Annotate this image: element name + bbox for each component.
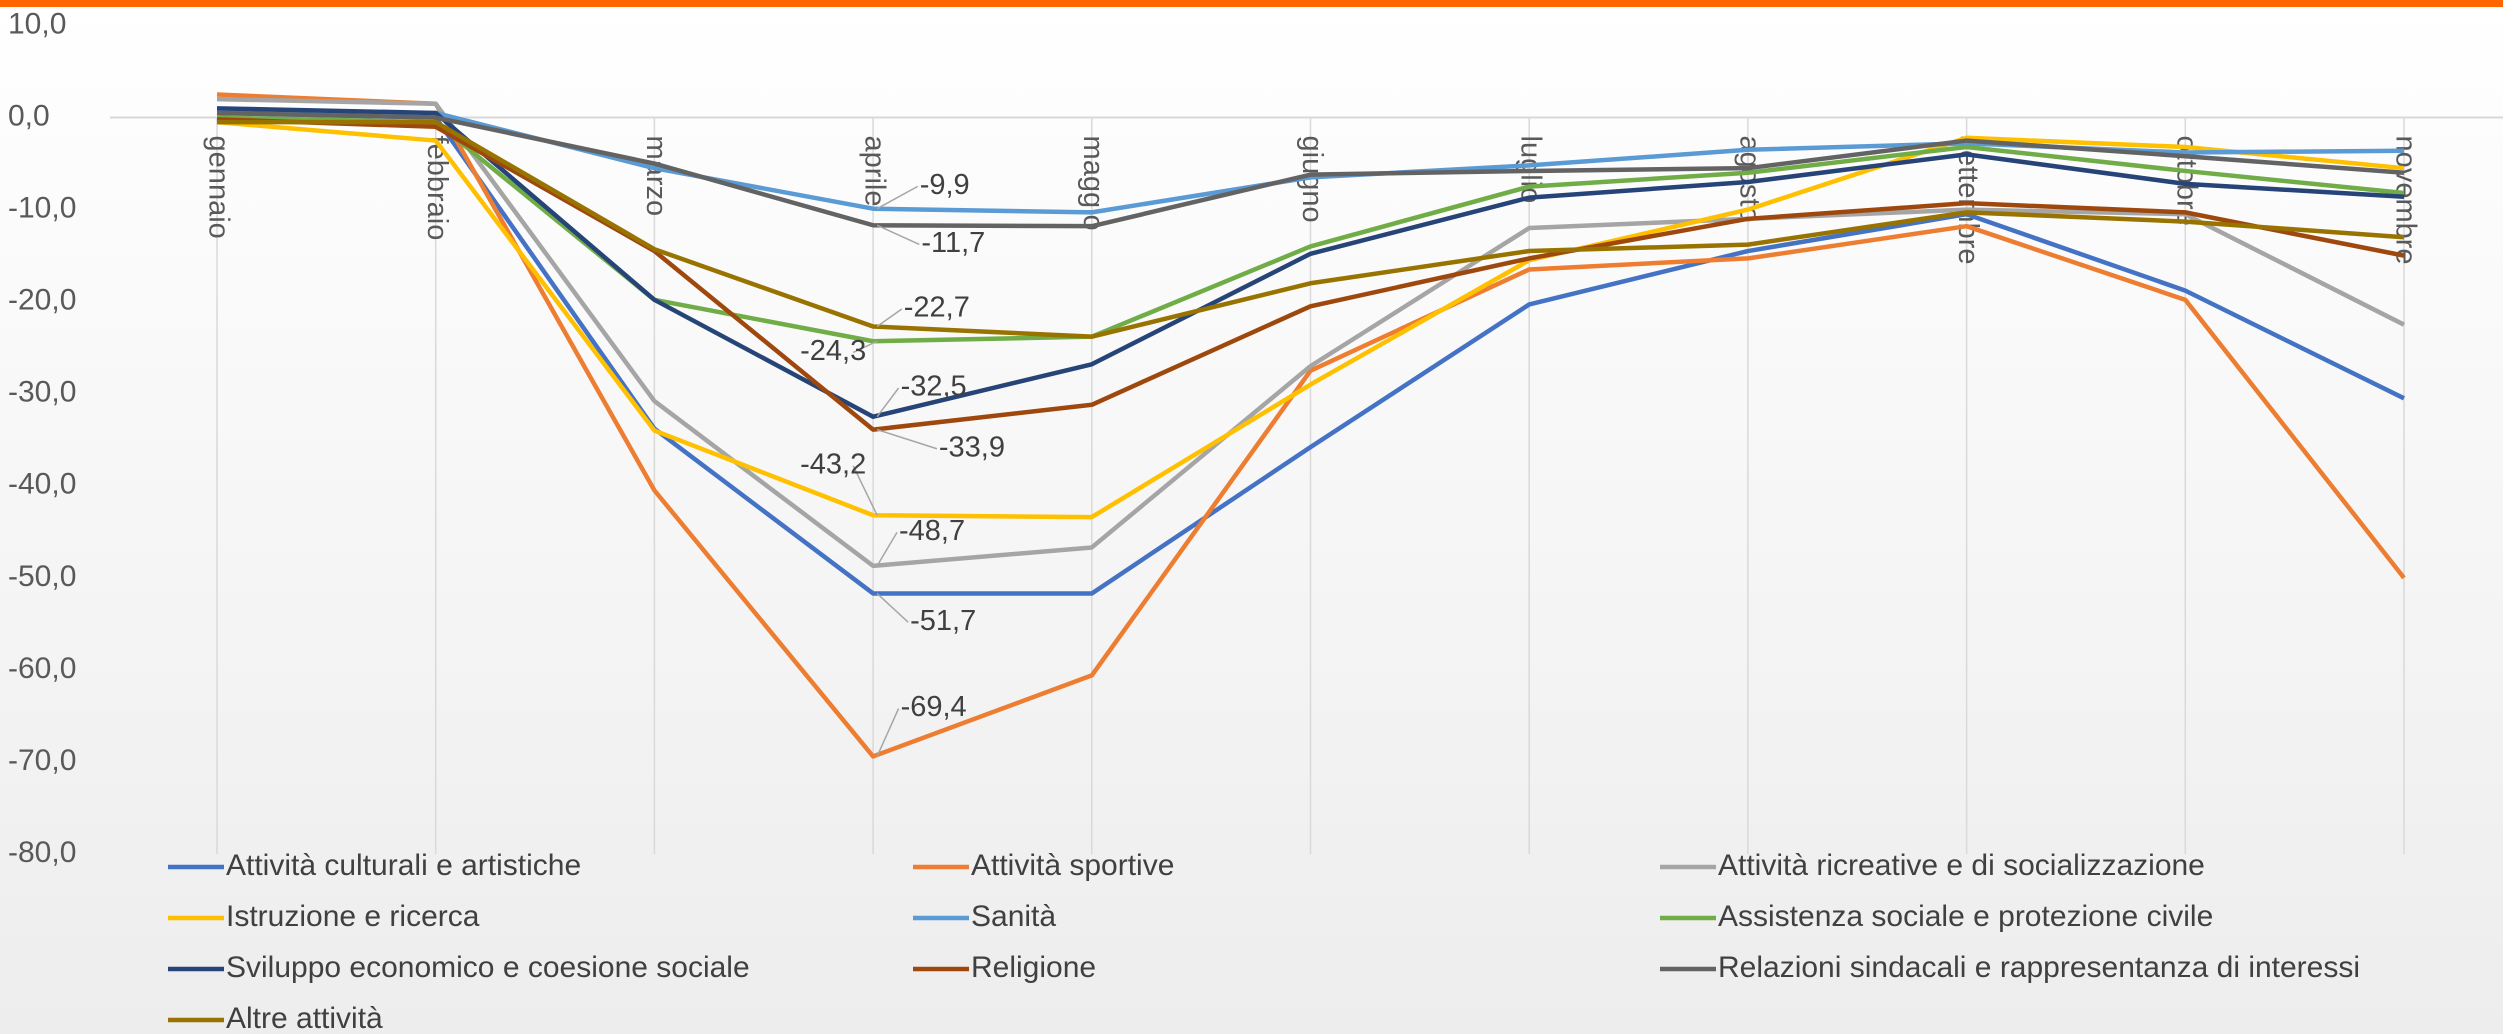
data-label: -22,7: [904, 292, 970, 324]
series-line: [216, 110, 2405, 596]
leader-line: [852, 465, 878, 516]
y-tick-label: -40,0: [8, 468, 76, 501]
data-label: -51,7: [910, 605, 976, 637]
leader-line: [876, 185, 919, 210]
grid: 10,0 0,0 -10,0 -20,0 -30,0 -40,0 -50,0 -60,0 -70…: [8, 7, 2503, 869]
legend-label: Attività ricreative e di socializzazione: [1718, 849, 2205, 882]
leader-line: [876, 308, 903, 328]
leader-line: [876, 428, 938, 450]
legend-label: Attività culturali e artistiche: [226, 849, 581, 882]
x-tick-label: febbraio: [421, 136, 453, 241]
legend-label: Sviluppo economico e coesione sociale: [226, 951, 750, 984]
series-line: [216, 106, 2405, 419]
series-line: [216, 110, 2405, 229]
data-label: -69,4: [901, 691, 967, 723]
x-tick-label: novembre: [2389, 136, 2421, 265]
series-line: [216, 115, 2405, 344]
leader-line: [852, 340, 878, 354]
data-label: -43,2: [800, 448, 866, 480]
y-tick-label: 0,0: [8, 99, 50, 132]
series-line: [216, 92, 2406, 759]
legend-label: Assistenza sociale e protezione civile: [1718, 900, 2213, 933]
top-bar: [0, 0, 2503, 7]
plot: [216, 92, 2406, 759]
legend-label: Sanità: [971, 900, 1056, 933]
series-line: [216, 119, 2405, 520]
legend-label: Istruzione e ricerca: [226, 900, 480, 933]
y-tick-label: -10,0: [8, 192, 76, 225]
y-tick-label: -30,0: [8, 376, 76, 409]
series-line: [216, 96, 2406, 569]
leader-line: [876, 531, 898, 567]
leader-line: [876, 592, 909, 623]
x-tick-label: gennaio: [202, 136, 234, 239]
leader-line: [876, 387, 900, 418]
y-tick-label: 10,0: [8, 7, 66, 40]
y-tick-label: -70,0: [8, 744, 76, 777]
data-label: -48,7: [899, 515, 965, 547]
y-tick-label: -20,0: [8, 284, 76, 317]
leader-line: [876, 708, 900, 757]
legend-label: Altre attività: [226, 1002, 383, 1034]
legend-label: Attività sportive: [971, 849, 1174, 882]
x-tick-label: maggio: [1077, 136, 1109, 231]
series-line: [217, 119, 2405, 339]
y-tick-label: -60,0: [8, 652, 76, 685]
leader-line: [876, 224, 920, 246]
y-tick-label: -50,0: [8, 560, 76, 593]
x-tick-label: marzo: [640, 136, 672, 217]
data-label: -24,3: [800, 335, 866, 367]
legend: Attività culturali e artistiche Attività …: [168, 849, 2360, 1034]
labels: -51,7 -69,4 -48,7 -43,2 -9,9 -24,3 -32,5 -33,9 -…: [800, 169, 1005, 757]
series-line: [216, 117, 2405, 432]
y-tick-label: -80,0: [8, 836, 76, 869]
data-label: -32,5: [901, 371, 967, 403]
data-label: -11,7: [921, 227, 985, 259]
data-label: -9,9: [920, 169, 970, 201]
x-tick-label: aprile: [858, 136, 890, 207]
legend-label: Religione: [971, 951, 1096, 984]
legend-label: Relazioni sindacali e rappresentanza di …: [1718, 951, 2360, 984]
data-label: -33,9: [939, 431, 1005, 463]
